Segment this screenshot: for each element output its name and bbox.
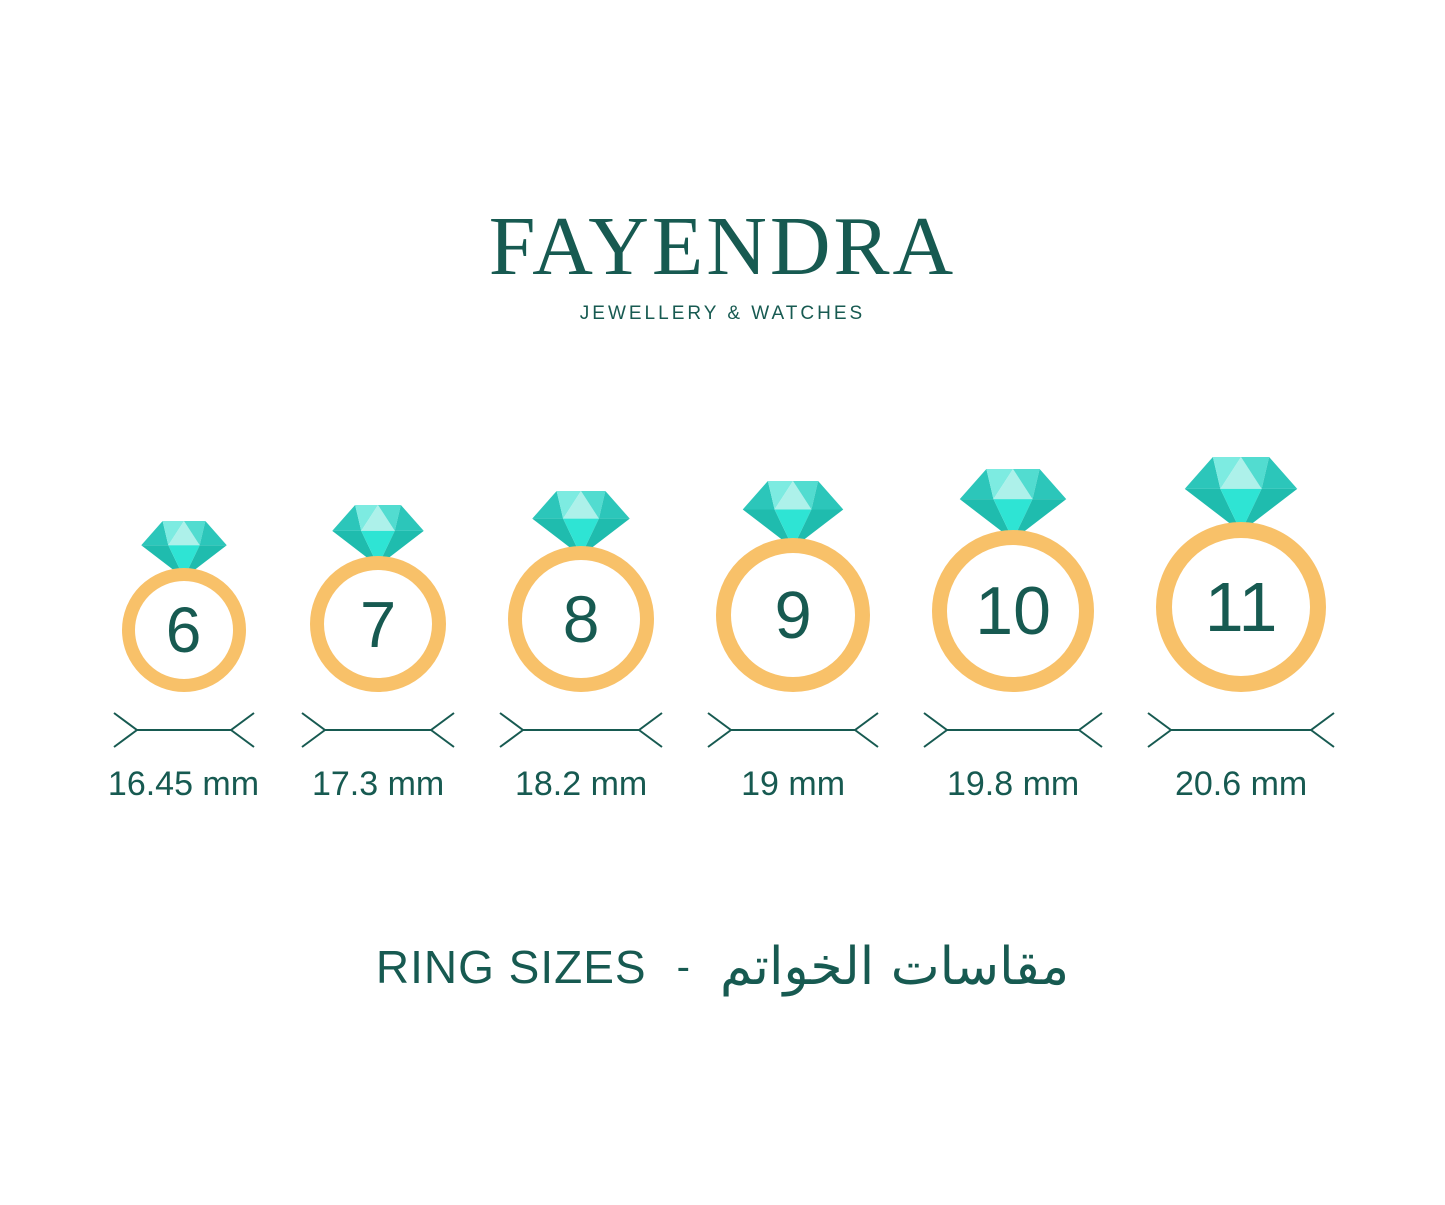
ring-diameter-label: 18.2 mm bbox=[514, 765, 648, 803]
ring-diameter-label: 19.8 mm bbox=[946, 765, 1080, 803]
ring-band: 8 bbox=[508, 546, 655, 692]
diamond-icon bbox=[532, 491, 630, 556]
ring-size-item: 7 17.3 mm bbox=[299, 505, 457, 805]
ring-illustration: 11 bbox=[1156, 457, 1327, 692]
diameter-measure-arrow bbox=[923, 712, 1103, 748]
ring-band: 10 bbox=[932, 530, 1095, 692]
brand-tagline: JEWELLERY & WATCHES bbox=[579, 303, 866, 324]
ring-band: 9 bbox=[716, 538, 871, 692]
ring-size-number: 6 bbox=[165, 594, 202, 666]
diameter-measure-arrow bbox=[301, 712, 455, 748]
ring-size-item: 11 20.6 mm bbox=[1145, 457, 1337, 805]
diameter-measure-arrow bbox=[1147, 712, 1335, 748]
diamond-icon bbox=[959, 469, 1067, 540]
diameter-measure-arrow bbox=[499, 712, 663, 748]
page-title-arabic: مقاسات الخواتم bbox=[719, 937, 1070, 997]
ring-illustration: 6 bbox=[121, 521, 246, 692]
ring-size-item: 6 16.45 mm bbox=[108, 521, 259, 805]
ring-size-number: 8 bbox=[562, 582, 600, 656]
ring-diameter-label: 20.6 mm bbox=[1174, 765, 1308, 803]
ring-diameter-label: 17.3 mm bbox=[311, 765, 445, 803]
ring-size-number: 10 bbox=[975, 573, 1051, 649]
ring-band: 11 bbox=[1156, 522, 1327, 692]
ring-illustration: 10 bbox=[932, 469, 1095, 692]
ring-diameter-label: 16.45 mm bbox=[107, 765, 260, 803]
ring-band: 6 bbox=[121, 568, 246, 692]
ring-illustration: 7 bbox=[310, 505, 447, 692]
diameter-measure-arrow bbox=[707, 712, 879, 748]
diameter-measure-arrow bbox=[112, 712, 255, 748]
page-title-english: RING SIZES bbox=[375, 941, 647, 993]
ring-band: 7 bbox=[310, 556, 447, 692]
rings-row: 6 16.45 mm 7 17.3 mm bbox=[0, 457, 1445, 805]
title-separator: - bbox=[676, 944, 690, 989]
ring-size-item: 10 19.8 mm bbox=[921, 469, 1105, 805]
ring-illustration: 8 bbox=[508, 491, 655, 692]
page-title: RING SIZES - مقاسات الخواتم bbox=[0, 937, 1445, 997]
ring-size-item: 8 18.2 mm bbox=[497, 491, 665, 805]
diamond-icon bbox=[1184, 457, 1298, 532]
ring-size-item: 9 19 mm bbox=[705, 481, 881, 805]
ring-illustration: 9 bbox=[716, 481, 871, 692]
ring-size-number: 7 bbox=[360, 587, 397, 661]
ring-size-number: 11 bbox=[1204, 568, 1278, 646]
diamond-icon bbox=[140, 521, 227, 578]
ring-size-number: 9 bbox=[774, 577, 812, 653]
brand-logo: FAYENDRA JEWELLERY & WATCHES bbox=[0, 0, 1445, 325]
ring-diameter-label: 19 mm bbox=[741, 765, 846, 803]
brand-name: FAYENDRA bbox=[488, 200, 957, 293]
